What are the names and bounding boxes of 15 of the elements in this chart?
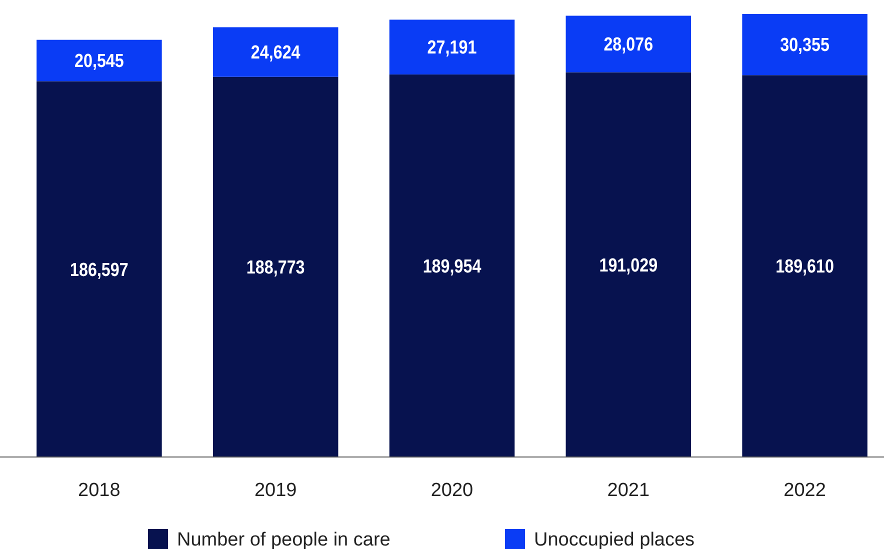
data-label: 20,545	[74, 50, 124, 72]
data-label: 30,355	[780, 34, 830, 56]
x-tick-label: 2018	[78, 480, 120, 501]
x-tick-label: 2019	[254, 480, 297, 501]
data-label: 27,191	[427, 36, 477, 58]
data-label: 189,610	[776, 255, 834, 278]
x-tick-label: 2020	[430, 480, 474, 501]
data-label: 28,076	[604, 33, 654, 55]
data-label: 24,624	[250, 41, 300, 63]
data-label: 188,773	[246, 256, 305, 278]
data-label: 189,954	[422, 255, 482, 277]
x-tick-label: 2021	[607, 480, 650, 501]
data-label: 186,597	[70, 258, 129, 280]
data-label: 191,029	[599, 254, 658, 276]
x-tick-label: 2022	[784, 480, 826, 501]
